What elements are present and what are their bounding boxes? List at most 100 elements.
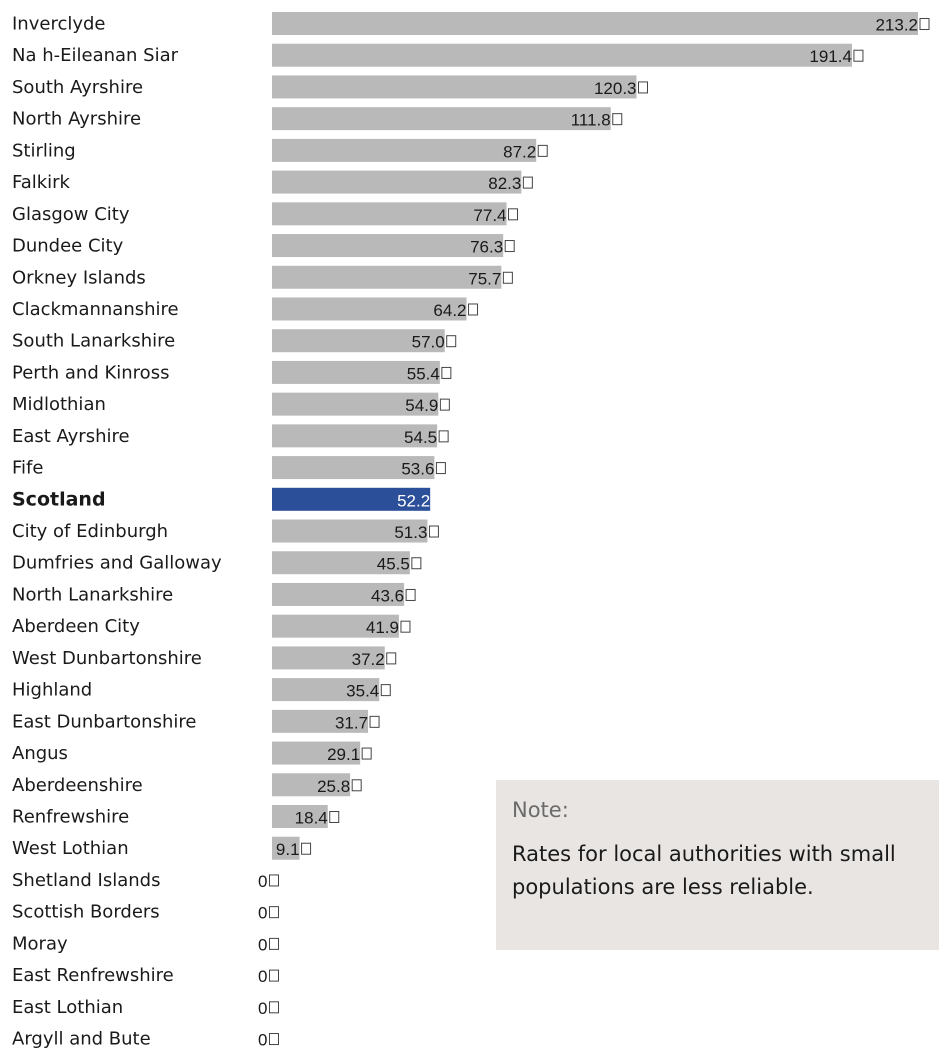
category-label-aberdeen-city: Aberdeen City — [12, 616, 140, 637]
category-label-north-ayrshire: North Ayrshire — [12, 109, 141, 130]
label-marker-fife — [435, 462, 446, 475]
bar-glasgow-city — [272, 202, 507, 226]
label-marker-dumfries-and-galloway — [411, 557, 422, 570]
category-label-west-dunbartonshire: West Dunbartonshire — [12, 648, 202, 669]
bar-south-ayrshire — [272, 75, 637, 99]
category-label-scotland: Scotland — [12, 488, 106, 510]
label-marker-east-lothian — [269, 1001, 279, 1014]
bar-north-lanarkshire — [272, 582, 405, 606]
label-marker-dundee-city — [504, 240, 515, 253]
category-label-renfrewshire: Renfrewshire — [12, 807, 129, 828]
category-label-clackmannanshire: Clackmannanshire — [12, 299, 179, 320]
category-label-orkney-islands: Orkney Islands — [12, 267, 146, 288]
value-label-moray: 0 — [258, 935, 267, 954]
note-box: Note: Rates for local authorities with s… — [496, 780, 939, 950]
category-label-north-lanarkshire: North Lanarkshire — [12, 584, 173, 605]
category-label-perth-and-kinross: Perth and Kinross — [12, 362, 169, 383]
label-marker-inverclyde — [919, 18, 930, 30]
bar-dundee-city — [272, 234, 504, 258]
category-label-east-renfrewshire: East Renfrewshire — [12, 965, 174, 986]
bar-south-lanarkshire — [272, 329, 445, 353]
label-marker-stirling — [537, 144, 548, 157]
label-marker-north-ayrshire — [612, 113, 623, 126]
bar-stirling — [272, 138, 537, 162]
category-label-dumfries-and-galloway: Dumfries and Galloway — [12, 553, 222, 574]
category-label-moray: Moray — [12, 933, 68, 954]
bar-east-ayrshire — [272, 424, 438, 448]
value-label-na-h-eileanan-siar: 191.4 — [809, 47, 852, 66]
label-marker-highland — [380, 684, 391, 697]
bar-midlothian — [272, 392, 439, 416]
bar-aberdeenshire — [272, 773, 351, 797]
bar-clackmannanshire — [272, 297, 467, 321]
value-label-north-ayrshire: 111.8 — [571, 111, 611, 130]
category-label-aberdeenshire: Aberdeenshire — [12, 775, 143, 796]
category-label-midlothian: Midlothian — [12, 394, 106, 415]
category-label-city-of-edinburgh: City of Edinburgh — [12, 521, 168, 542]
category-label-east-ayrshire: East Ayrshire — [12, 426, 130, 447]
bar-orkney-islands — [272, 265, 502, 289]
label-marker-moray — [269, 937, 279, 950]
category-label-argyll-and-bute: Argyll and Bute — [12, 1029, 151, 1050]
category-label-highland: Highland — [12, 680, 92, 701]
label-marker-west-lothian — [301, 842, 312, 855]
category-label-fife: Fife — [12, 458, 43, 479]
category-label-scottish-borders: Scottish Borders — [12, 902, 160, 923]
value-label-clackmannanshire: 64.2 — [433, 301, 466, 320]
label-marker-scottish-borders — [269, 906, 279, 919]
value-label-orkney-islands: 75.7 — [468, 269, 501, 288]
bar-west-dunbartonshire — [272, 646, 385, 670]
label-marker-city-of-edinburgh — [428, 525, 439, 538]
label-marker-angus — [361, 747, 372, 760]
category-label-east-dunbartonshire: East Dunbartonshire — [12, 711, 196, 732]
category-label-inverclyde: Inverclyde — [12, 14, 106, 35]
category-label-shetland-islands: Shetland Islands — [12, 870, 160, 891]
bar-falkirk — [272, 170, 522, 194]
value-label-aberdeenshire: 25.8 — [317, 777, 350, 796]
value-label-south-lanarkshire: 57.0 — [412, 333, 445, 352]
value-label-fife: 53.6 — [401, 460, 434, 479]
value-label-east-renfrewshire: 0 — [258, 967, 267, 986]
value-label-east-lothian: 0 — [258, 999, 267, 1018]
value-label-west-dunbartonshire: 37.2 — [352, 650, 385, 669]
label-marker-renfrewshire — [329, 811, 340, 823]
label-marker-east-dunbartonshire — [369, 715, 380, 728]
bar-highland — [272, 678, 380, 702]
label-marker-orkney-islands — [502, 271, 513, 284]
category-label-south-ayrshire: South Ayrshire — [12, 77, 143, 98]
bar-angus — [272, 741, 361, 765]
value-label-south-ayrshire: 120.3 — [594, 79, 637, 98]
label-marker-na-h-eileanan-siar — [853, 49, 864, 62]
bar-scotland — [272, 487, 431, 511]
note-text: Rates for local authorities with small p… — [512, 842, 896, 899]
category-label-na-h-eileanan-siar: Na h-Eileanan Siar — [12, 45, 179, 66]
value-label-shetland-islands: 0 — [258, 872, 267, 891]
bar-aberdeen-city — [272, 614, 399, 638]
category-label-east-lothian: East Lothian — [12, 997, 123, 1018]
value-label-glasgow-city: 77.4 — [473, 206, 506, 225]
value-label-renfrewshire: 18.4 — [295, 809, 328, 828]
label-marker-east-renfrewshire — [269, 969, 279, 982]
category-label-south-lanarkshire: South Lanarkshire — [12, 331, 175, 352]
label-marker-south-lanarkshire — [446, 335, 457, 348]
value-label-inverclyde: 213.2 — [875, 16, 918, 35]
bar-dumfries-and-galloway — [272, 551, 410, 575]
label-marker-west-dunbartonshire — [386, 652, 397, 665]
value-label-stirling: 87.2 — [503, 142, 536, 161]
value-label-midlothian: 54.9 — [405, 396, 438, 415]
value-label-east-dunbartonshire: 31.7 — [335, 713, 368, 732]
label-marker-shetland-islands — [269, 874, 279, 887]
value-label-aberdeen-city: 41.9 — [366, 618, 399, 637]
label-marker-south-ayrshire — [638, 81, 649, 94]
label-marker-clackmannanshire — [468, 303, 479, 316]
value-label-north-lanarkshire: 43.6 — [371, 586, 404, 605]
bar-north-ayrshire — [272, 107, 611, 131]
value-label-scotland: 52.2 — [397, 491, 430, 510]
value-label-scottish-borders: 0 — [258, 904, 267, 923]
bar-west-lothian — [272, 836, 300, 860]
label-marker-perth-and-kinross — [441, 366, 452, 379]
category-label-west-lothian: West Lothian — [12, 838, 129, 859]
bar-fife — [272, 456, 435, 480]
value-label-west-lothian: 9.1 — [276, 840, 300, 859]
